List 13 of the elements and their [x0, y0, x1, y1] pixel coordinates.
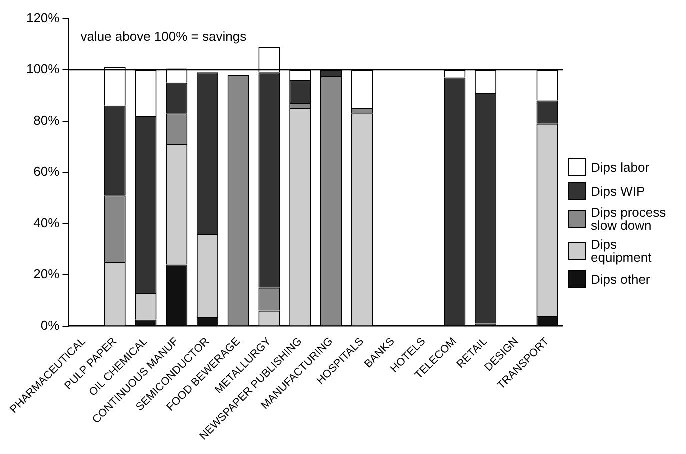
legend-label: Dips WIP — [591, 184, 646, 198]
y-tick-label: 80% — [34, 112, 60, 128]
y-tick-label: 100% — [26, 62, 60, 77]
legend-label: Dips other — [591, 272, 650, 286]
legend-label: Dips process slow down — [591, 205, 668, 233]
y-tick-label: 20% — [34, 266, 60, 282]
legend-label: Dips equipment — [591, 237, 653, 265]
y-tick-label: 120% — [26, 10, 60, 26]
text: Dips labor — [591, 160, 650, 174]
y-tick-label: 60% — [34, 164, 60, 180]
y-tick-label: 40% — [34, 215, 60, 230]
annotation: value above 100% = savings — [80, 28, 248, 44]
y-tick-label: 0% — [40, 318, 60, 333]
